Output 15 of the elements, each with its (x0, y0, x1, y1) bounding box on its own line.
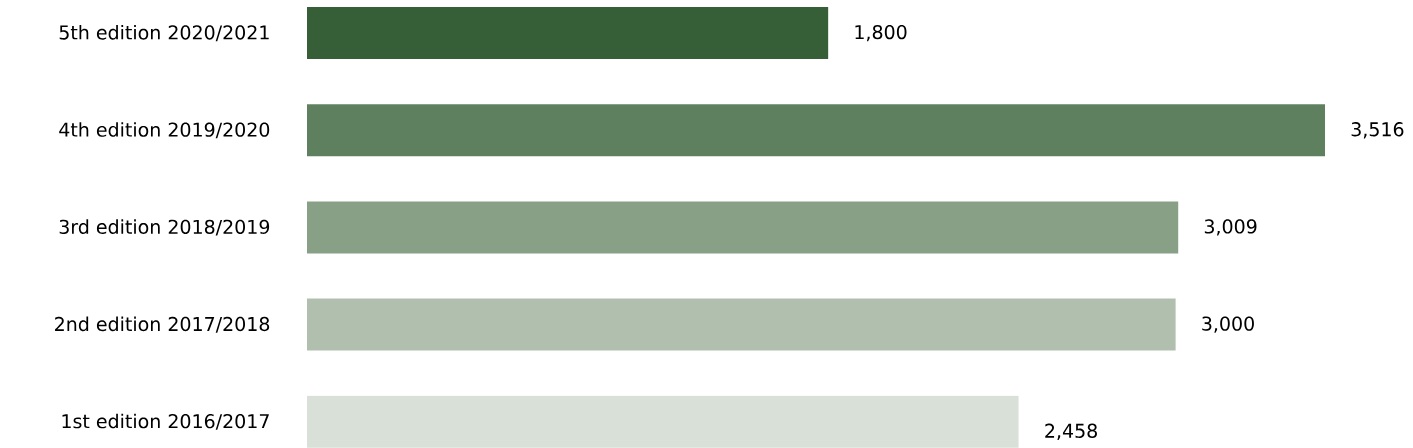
bar (307, 201, 1179, 254)
bar (307, 298, 1176, 351)
data-label: 3,516 (1351, 122, 1404, 139)
y-tick-label: 3rd edition 2018/2019 (59, 219, 270, 236)
bar (307, 7, 829, 60)
data-label: 3,009 (1204, 219, 1257, 236)
data-label: 3,000 (1202, 316, 1254, 333)
bar (307, 395, 1019, 448)
y-tick-label: 5th edition 2020/2021 (59, 24, 269, 42)
bar (307, 104, 1326, 157)
data-label: 2,458 (1045, 423, 1097, 440)
data-label: 1,800 (855, 24, 907, 42)
y-tick-label: 4th edition 2019/2020 (59, 122, 270, 139)
y-tick-label: 1st edition 2016/2017 (62, 413, 269, 430)
y-tick-label: 2nd edition 2017/2018 (55, 316, 270, 333)
